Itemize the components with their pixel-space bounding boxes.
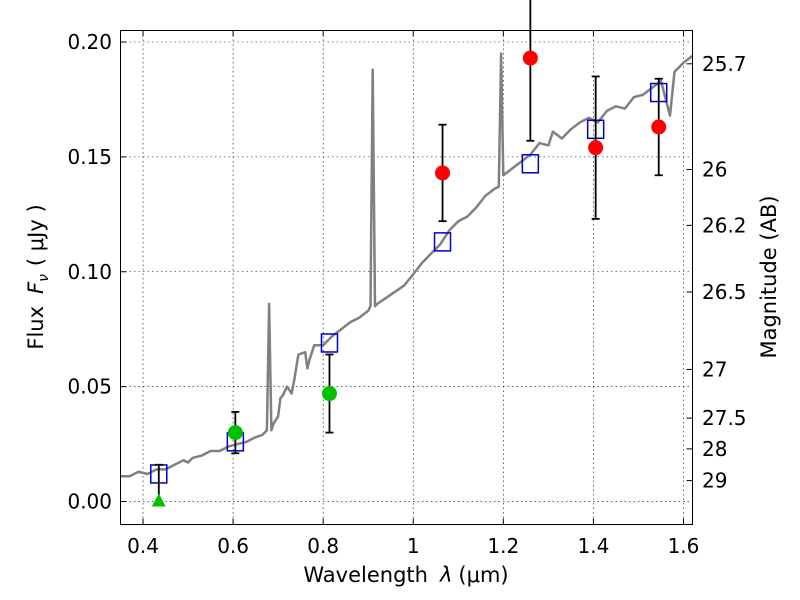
mag-tick-label: 27 bbox=[702, 357, 727, 381]
observed-point bbox=[588, 140, 604, 156]
mag-tick-label: 29 bbox=[702, 469, 727, 493]
x-tick-label: 1 bbox=[407, 534, 420, 558]
x-tick-label: 1.2 bbox=[487, 534, 519, 558]
model-photometry-box bbox=[433, 232, 452, 252]
x-tick-label: 1.4 bbox=[578, 534, 610, 558]
y-tick-label: 0.05 bbox=[67, 375, 112, 399]
x-tick-label: 0.4 bbox=[127, 534, 159, 558]
x-tick-label: 1.6 bbox=[668, 534, 700, 558]
observed-point bbox=[435, 165, 451, 181]
observed-point bbox=[522, 50, 538, 66]
observed-point bbox=[651, 119, 667, 135]
x-axis-symbol: λ bbox=[439, 563, 452, 587]
mag-tick-label: 26.5 bbox=[702, 280, 747, 304]
x-tick-label: 0.8 bbox=[307, 534, 339, 558]
x-axis-label-text: Wavelength bbox=[303, 563, 428, 587]
mag-tick-label: 26.2 bbox=[702, 213, 747, 237]
mag-tick-label: 27.5 bbox=[702, 406, 747, 430]
y-axis-subscript: ν bbox=[36, 274, 52, 282]
y-tick-label: 0.20 bbox=[67, 30, 112, 54]
ticks: 0.4 0.6 0.8 1 1.2 1.4 1.6 0.00 0.05 0.10 0.15 0.20 2… bbox=[67, 30, 746, 558]
mag-tick-label: 25.7 bbox=[702, 52, 747, 76]
observed-point bbox=[227, 425, 243, 441]
plot-frame bbox=[120, 30, 693, 525]
y-axis-symbol: F bbox=[24, 281, 48, 294]
x-tick-label: 0.6 bbox=[217, 534, 249, 558]
spectrum-layer bbox=[120, 52, 694, 478]
model-photometry-box bbox=[320, 333, 339, 353]
x-axis-unit: (μm) bbox=[458, 563, 508, 587]
observed-point bbox=[321, 386, 337, 402]
y-tick-label: 0.15 bbox=[67, 145, 112, 169]
x-axis-label: Wavelength λ (μm) bbox=[303, 563, 508, 587]
y-axis-label-text: Flux bbox=[24, 306, 48, 350]
labels: Wavelength λ (μm) Flux Fν ( μJy ) Magnitude … bbox=[24, 195, 781, 587]
model-photometry-box bbox=[521, 154, 540, 174]
y2-axis-label: Magnitude (AB) bbox=[757, 195, 781, 358]
model-spectrum-line bbox=[120, 52, 694, 478]
upper-limit-triangle bbox=[151, 493, 166, 507]
marker-layer bbox=[150, 0, 668, 507]
grid bbox=[120, 30, 693, 525]
y-tick-label: 0.00 bbox=[67, 490, 112, 514]
mag-tick-label: 26 bbox=[702, 158, 727, 182]
y-axis-label: Flux Fν ( μJy ) bbox=[24, 204, 52, 349]
mag-tick-label: 28 bbox=[702, 437, 727, 461]
y-axis-unit: ( μJy ) bbox=[24, 204, 48, 266]
y-tick-label: 0.10 bbox=[67, 260, 112, 284]
